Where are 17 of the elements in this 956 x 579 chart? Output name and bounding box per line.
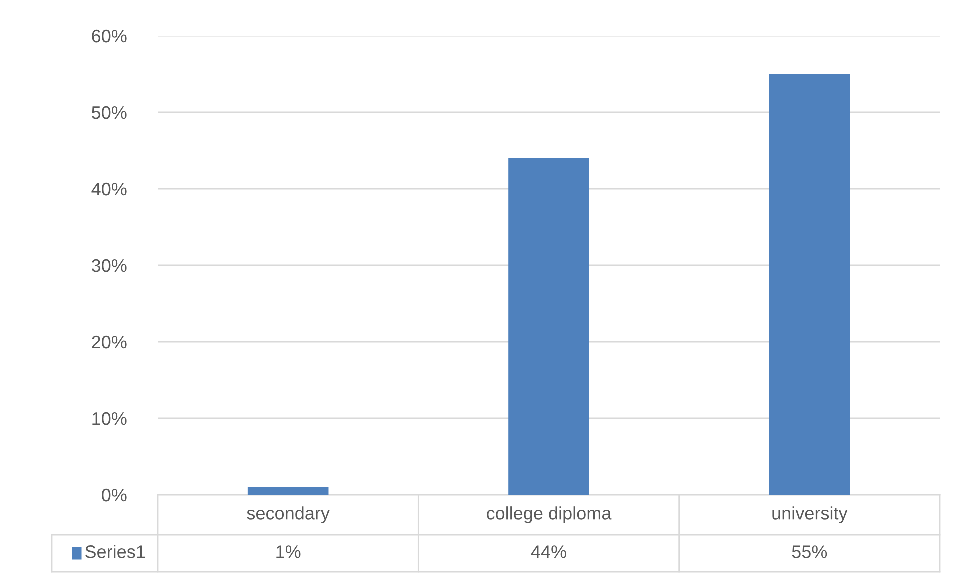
y-tick-label: 30% xyxy=(92,259,127,272)
data-label: 1% xyxy=(276,546,301,558)
data-label: 55% xyxy=(792,546,828,558)
bar xyxy=(769,74,850,495)
y-tick-label: 60% xyxy=(92,30,127,43)
y-tick-label: 50% xyxy=(92,106,127,120)
y-tick-label: 20% xyxy=(92,336,127,349)
data-label: 44% xyxy=(531,546,566,558)
bar xyxy=(508,158,590,495)
y-tick-label: 10% xyxy=(92,412,127,426)
bar xyxy=(248,487,329,495)
x-tick-label: college diploma xyxy=(487,506,612,524)
y-tick-label: 40% xyxy=(92,182,127,196)
x-tick-label: secondary xyxy=(247,506,330,524)
legend-label: Series1 xyxy=(86,545,146,558)
y-tick-label: 0% xyxy=(102,488,127,502)
x-tick-label: university xyxy=(772,506,848,524)
